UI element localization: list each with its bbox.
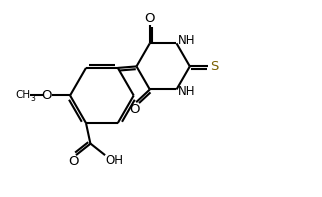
Text: NH: NH (177, 85, 195, 98)
Text: NH: NH (177, 34, 195, 47)
Text: O: O (145, 12, 155, 25)
Text: CH: CH (15, 90, 30, 100)
Text: 3: 3 (30, 94, 35, 103)
Text: O: O (68, 155, 79, 168)
Text: O: O (42, 89, 52, 102)
Text: S: S (211, 60, 219, 73)
Text: OH: OH (105, 154, 123, 167)
Text: O: O (129, 103, 140, 116)
